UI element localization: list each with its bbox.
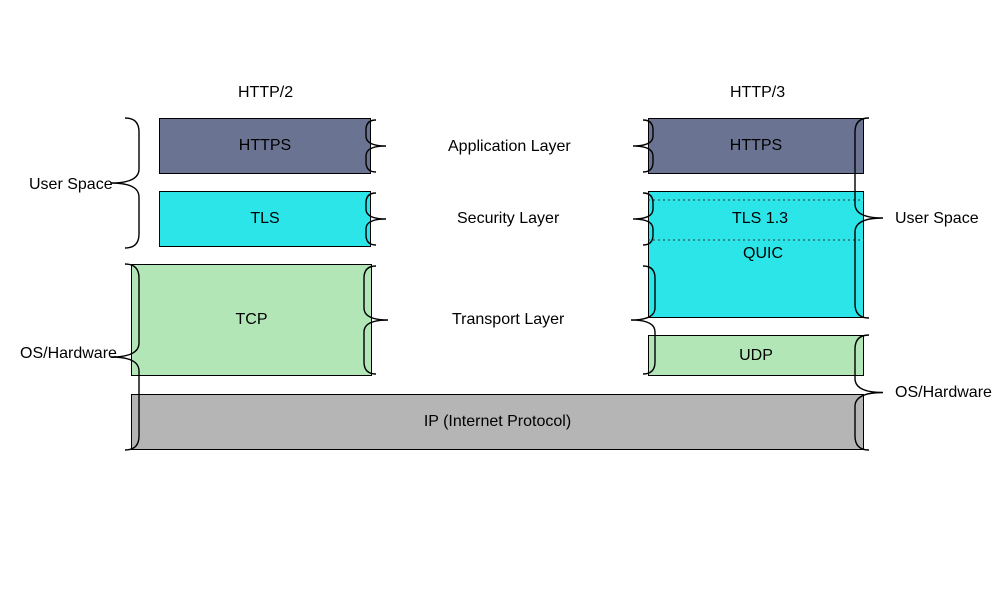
brace-right_sec <box>366 193 386 245</box>
brace-left_app_h3 <box>633 120 653 172</box>
brace-left_oshw <box>111 264 139 450</box>
brace-left_transport_h3 <box>631 266 655 374</box>
brace-layer <box>0 0 999 603</box>
brace-left_sec_h3 <box>633 193 653 245</box>
brace-left_userspace <box>111 118 139 248</box>
brace-right_transport <box>364 266 388 374</box>
brace-right_userspace <box>855 118 883 318</box>
brace-right_oshw <box>855 335 883 450</box>
brace-right_app <box>366 120 386 172</box>
